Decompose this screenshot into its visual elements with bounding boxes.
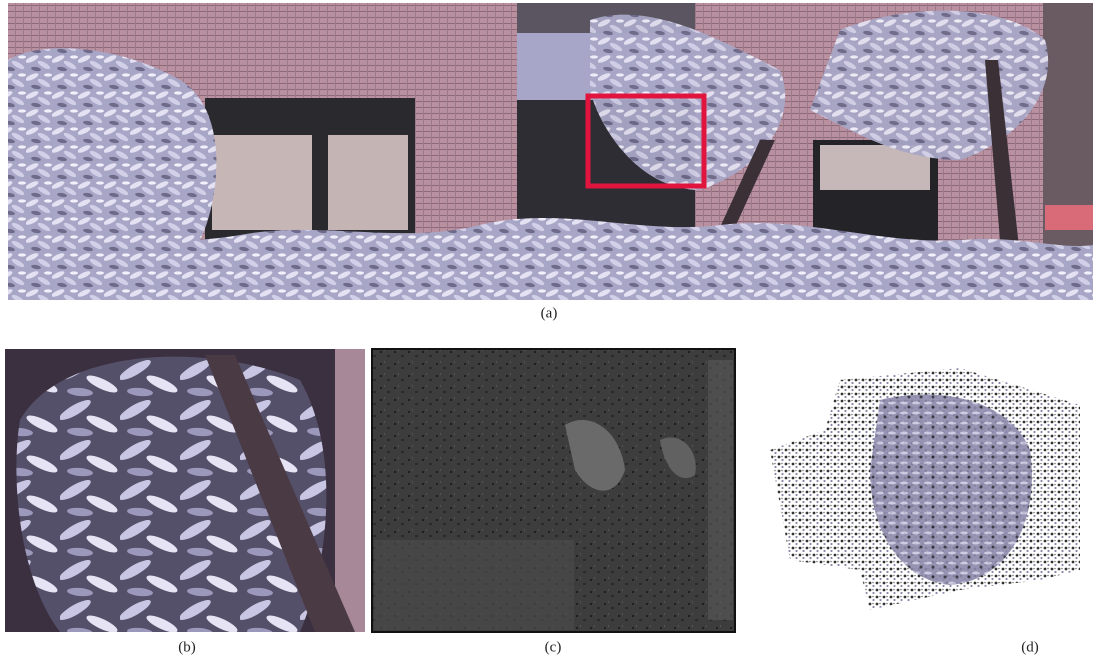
wall xyxy=(335,349,365,632)
caption: (d) xyxy=(1021,639,1039,655)
depth-edge xyxy=(708,360,733,620)
blind xyxy=(328,135,408,230)
panel-c xyxy=(372,349,735,632)
figure: (a) (b) (c) (d) xyxy=(0,0,1101,661)
panel-a xyxy=(8,3,1093,300)
depth-region xyxy=(374,540,574,630)
caption: (a) xyxy=(541,305,558,321)
sign xyxy=(1045,205,1093,230)
blind xyxy=(212,135,312,230)
panel-b xyxy=(5,349,365,632)
panel-d xyxy=(770,368,1080,610)
caption: (b) xyxy=(178,639,196,655)
caption: (c) xyxy=(545,639,562,655)
